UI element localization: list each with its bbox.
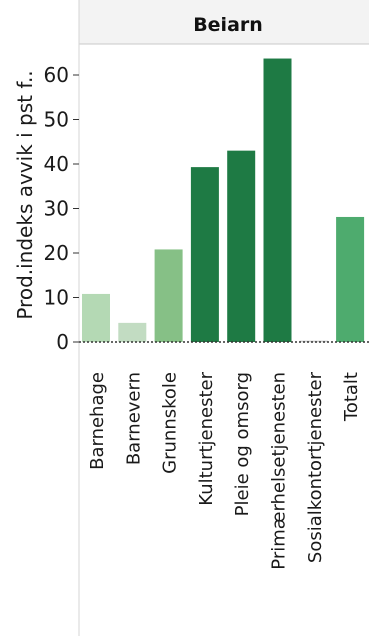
y-tick-label: 10 <box>44 286 69 310</box>
y-tick-label: 20 <box>44 241 69 265</box>
bar <box>299 340 328 343</box>
x-category-label: Kulturtjenester <box>196 371 217 505</box>
y-axis-label: Prod.indeks avvik i pst f.. <box>13 70 37 319</box>
bar <box>263 58 292 342</box>
x-category-label: Barnehage <box>87 372 108 470</box>
y-tick-label: 0 <box>56 330 69 354</box>
panel-title: Beiarn <box>193 14 263 36</box>
bar <box>190 167 219 342</box>
y-tick-label: 30 <box>44 197 69 221</box>
x-axis-labels: Barnehage Barnevern Grunnskole Kulturtjenes… <box>87 371 362 569</box>
bar <box>118 322 147 342</box>
bar <box>227 150 256 342</box>
y-tick-label: 50 <box>44 108 69 132</box>
x-category-label: Pleie og omsorg <box>232 372 253 516</box>
y-ticks: 0 10 20 30 40 50 60 <box>44 63 79 354</box>
x-category-label: Barnevern <box>123 372 144 465</box>
bar <box>336 216 365 342</box>
x-category-label: Sosialkontortjenester <box>305 371 326 563</box>
x-category-label: Primærhelsetjenesten <box>269 372 290 570</box>
bar <box>154 249 183 342</box>
bars <box>82 58 365 343</box>
x-category-label: Totalt <box>341 372 362 422</box>
y-tick-label: 60 <box>44 63 69 87</box>
panel-header <box>79 0 369 44</box>
x-category-label: Grunnskole <box>160 372 181 474</box>
y-tick-label: 40 <box>44 152 69 176</box>
bar <box>82 293 110 342</box>
